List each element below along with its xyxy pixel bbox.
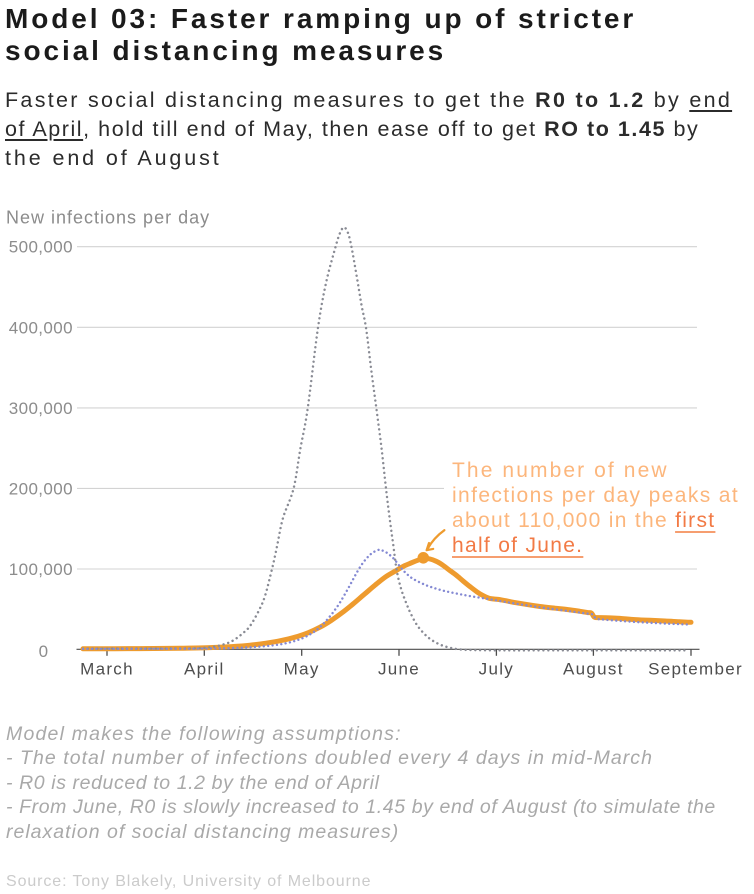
svg-text:300,000: 300,000 (9, 399, 73, 418)
svg-text:New infections per day: New infections per day (6, 207, 210, 227)
svg-text:200,000: 200,000 (9, 479, 73, 498)
svg-text:100,000: 100,000 (9, 560, 73, 579)
svg-text:400,000: 400,000 (9, 318, 73, 337)
svg-text:0: 0 (39, 642, 49, 661)
svg-text:September: September (648, 660, 743, 679)
svg-text:April: April (184, 660, 225, 679)
svg-text:July: July (479, 660, 514, 679)
svg-text:May: May (284, 660, 320, 679)
svg-text:March: March (80, 660, 134, 679)
svg-text:August: August (563, 660, 624, 679)
svg-text:500,000: 500,000 (9, 238, 73, 257)
svg-text:June: June (378, 660, 420, 679)
